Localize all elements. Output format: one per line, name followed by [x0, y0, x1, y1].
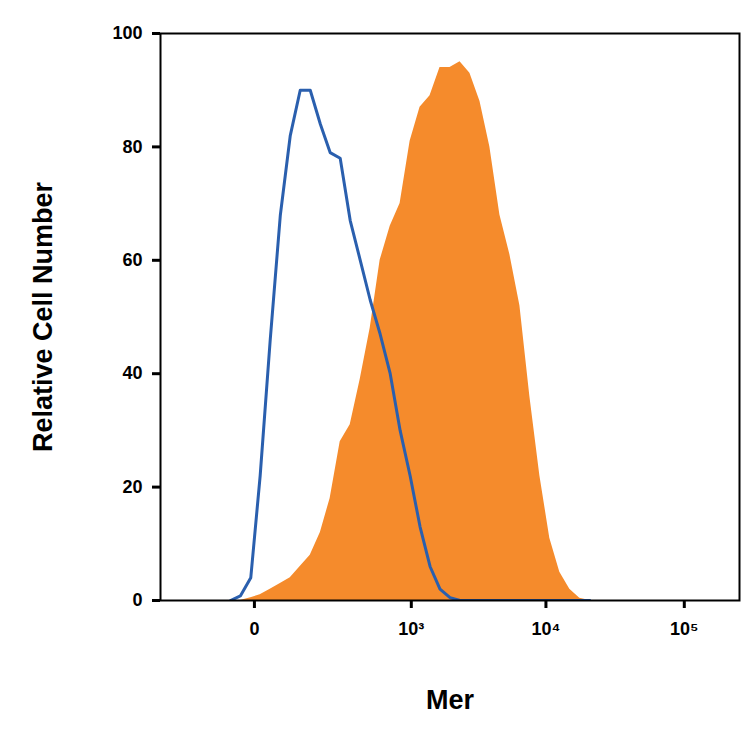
- svg-text:10⁴: 10⁴: [531, 619, 560, 639]
- svg-text:Relative Cell Number: Relative Cell Number: [28, 181, 58, 452]
- svg-text:Mer: Mer: [426, 685, 475, 715]
- svg-text:10³: 10³: [398, 619, 424, 639]
- svg-text:0: 0: [249, 619, 259, 639]
- svg-text:20: 20: [122, 477, 142, 497]
- svg-text:40: 40: [122, 363, 142, 383]
- svg-text:60: 60: [122, 250, 142, 270]
- svg-text:0: 0: [132, 590, 142, 610]
- svg-text:10⁵: 10⁵: [670, 619, 698, 639]
- svg-text:100: 100: [112, 23, 142, 43]
- svg-text:80: 80: [122, 137, 142, 157]
